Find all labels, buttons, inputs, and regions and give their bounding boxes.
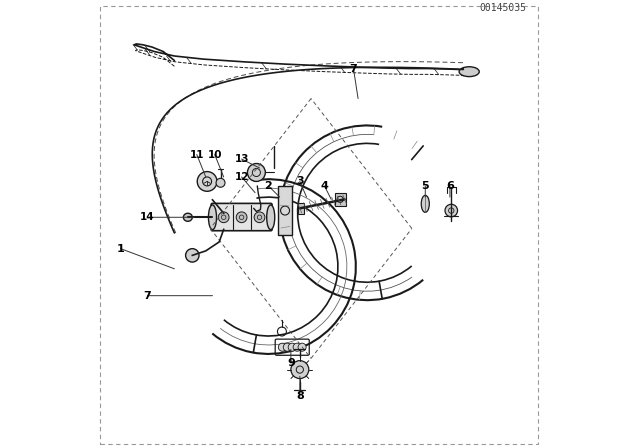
Circle shape <box>186 249 199 262</box>
Ellipse shape <box>184 213 193 221</box>
Circle shape <box>236 212 247 223</box>
Text: 5: 5 <box>422 181 429 191</box>
Text: 7: 7 <box>143 291 152 301</box>
Text: 10: 10 <box>207 150 222 159</box>
Circle shape <box>298 343 306 351</box>
Circle shape <box>197 172 217 191</box>
Text: 6: 6 <box>446 181 454 191</box>
Polygon shape <box>278 186 292 235</box>
Circle shape <box>248 164 266 181</box>
Text: 14: 14 <box>140 212 155 222</box>
Circle shape <box>288 343 296 351</box>
Text: 9: 9 <box>287 358 295 368</box>
Text: 1: 1 <box>116 244 125 254</box>
Text: 00145035: 00145035 <box>479 4 526 13</box>
Ellipse shape <box>209 205 216 229</box>
Ellipse shape <box>459 67 479 77</box>
Text: 4: 4 <box>321 181 328 191</box>
Circle shape <box>293 343 301 351</box>
Text: 7: 7 <box>349 65 358 74</box>
Circle shape <box>216 178 225 187</box>
Circle shape <box>218 212 229 223</box>
Text: 3: 3 <box>296 177 303 186</box>
Circle shape <box>278 343 287 351</box>
Polygon shape <box>298 203 305 214</box>
FancyBboxPatch shape <box>211 203 272 231</box>
Text: 8: 8 <box>296 392 304 401</box>
Circle shape <box>254 212 265 223</box>
Ellipse shape <box>267 205 275 229</box>
Text: 2: 2 <box>264 181 273 191</box>
Text: 13: 13 <box>234 154 249 164</box>
Text: 12: 12 <box>234 172 249 182</box>
Circle shape <box>284 343 291 351</box>
Polygon shape <box>335 193 346 206</box>
Circle shape <box>291 361 309 379</box>
Text: 11: 11 <box>189 150 204 159</box>
Ellipse shape <box>421 195 429 212</box>
Circle shape <box>445 204 458 217</box>
